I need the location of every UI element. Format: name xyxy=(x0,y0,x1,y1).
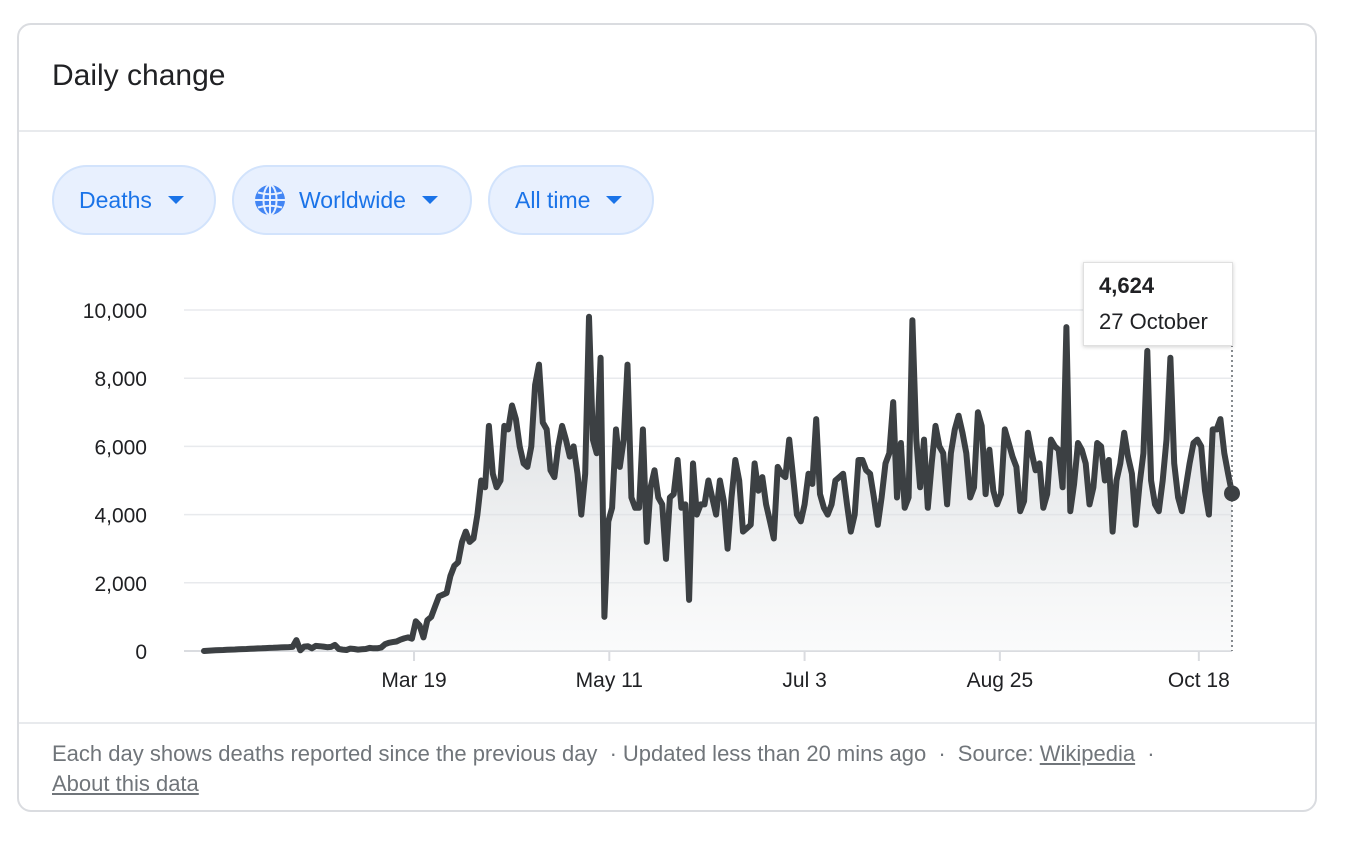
caret-down-icon xyxy=(421,196,438,204)
y-tick-label: 8,000 xyxy=(94,368,147,391)
footer-source-label: Source: xyxy=(957,741,1034,766)
tooltip-value: 4,624 xyxy=(1099,273,1155,298)
y-tick-label: 4,000 xyxy=(94,505,147,528)
footer-separator: · xyxy=(1147,741,1155,766)
footer-description: Each day shows deaths reported since the… xyxy=(52,741,598,766)
metric-dropdown[interactable]: Deaths xyxy=(52,165,216,235)
footer-divider xyxy=(19,722,1315,724)
card-title: Daily change xyxy=(52,59,226,92)
chart-area: 0 2,000 4,000 6,000 8,000 10,000 Mar 19 May 11… xyxy=(19,25,1319,814)
y-tick-label: 10,000 xyxy=(83,300,147,323)
footer-separator: · xyxy=(609,741,617,766)
y-tick-label: 6,000 xyxy=(94,436,147,459)
y-tick-label: 0 xyxy=(135,641,147,664)
x-tick-label: Oct 18 xyxy=(1168,669,1230,692)
x-tick-label: May 11 xyxy=(576,669,643,692)
footer-separator: · xyxy=(938,741,946,766)
chart-tooltip: 4,624 27 October xyxy=(1083,262,1233,346)
x-tick-label: Jul 3 xyxy=(782,669,826,692)
x-tick-label: Aug 25 xyxy=(967,669,1034,692)
series-line xyxy=(201,313,1235,654)
tooltip-date: 27 October xyxy=(1099,309,1208,334)
caret-down-icon xyxy=(167,196,184,204)
x-tick-label: Mar 19 xyxy=(381,669,446,692)
caret-down-icon xyxy=(606,196,623,204)
daily-deaths-chart[interactable]: 0 2,000 4,000 6,000 8,000 10,000 Mar 19 May 11… xyxy=(19,25,1319,814)
wikipedia-link[interactable]: Wikipedia xyxy=(1039,741,1136,766)
region-dropdown-label: Worldwide xyxy=(299,186,406,213)
footer-updated: Updated less than 20 mins ago xyxy=(622,741,927,766)
highlight-point xyxy=(1224,485,1240,502)
daily-change-card: Daily change Deaths Worldwide All time xyxy=(17,23,1317,812)
time-range-dropdown[interactable]: All time xyxy=(488,165,654,235)
time-range-dropdown-label: All time xyxy=(515,186,591,213)
region-dropdown[interactable]: Worldwide xyxy=(232,165,472,235)
metric-dropdown-label: Deaths xyxy=(79,186,152,213)
about-data-link[interactable]: About this data xyxy=(52,771,199,796)
globe-icon xyxy=(255,184,285,216)
chart-footer: Each day shows deaths reported since the… xyxy=(52,739,1282,799)
header-divider xyxy=(19,130,1315,132)
series-area xyxy=(204,316,1232,651)
y-tick-label: 2,000 xyxy=(94,573,147,596)
